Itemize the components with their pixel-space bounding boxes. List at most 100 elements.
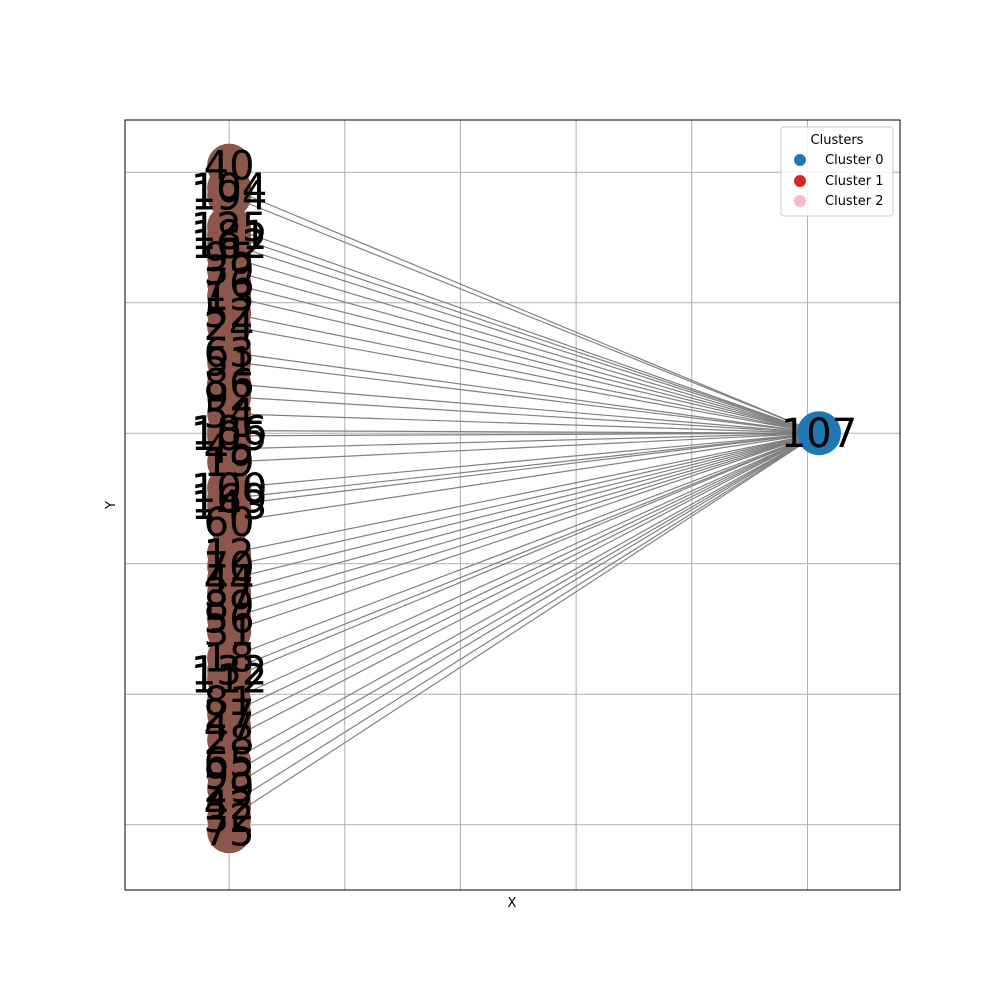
edge-45-107 bbox=[229, 432, 820, 450]
node-label-194: 194 bbox=[191, 174, 267, 220]
legend-label-cluster-2: Cluster 2 bbox=[825, 194, 884, 209]
node-label-95: 95 bbox=[204, 235, 255, 281]
edge-89-107 bbox=[228, 432, 820, 607]
edge-194-107 bbox=[228, 195, 820, 434]
node-label-60: 60 bbox=[204, 500, 255, 546]
node-labels: 4010419412518116295397613522463518692541… bbox=[191, 144, 857, 856]
legend-title: Clusters bbox=[811, 133, 864, 148]
node-label-81: 81 bbox=[204, 679, 255, 725]
node-label-37: 37 bbox=[204, 570, 255, 616]
edge-54-107 bbox=[229, 413, 820, 434]
node-label-112: 112 bbox=[191, 657, 267, 703]
node-label-47: 47 bbox=[204, 705, 255, 751]
node-60 bbox=[207, 499, 252, 544]
node-label-28: 28 bbox=[204, 718, 255, 764]
node-label-24: 24 bbox=[204, 304, 255, 350]
edge-12-107 bbox=[228, 432, 820, 554]
legend: Clusters Cluster 0 Cluster 1 Cluster 2 bbox=[780, 126, 894, 217]
node-label-44: 44 bbox=[204, 557, 255, 603]
node-label-54: 54 bbox=[204, 392, 255, 438]
node-label-19: 19 bbox=[204, 440, 255, 486]
edge-162-107 bbox=[228, 243, 820, 434]
node-label-39: 39 bbox=[204, 248, 255, 294]
edge-51-107 bbox=[229, 360, 820, 434]
node-label-40: 40 bbox=[204, 144, 255, 190]
legend-label-cluster-0: Cluster 0 bbox=[825, 153, 884, 168]
edge-52-107 bbox=[228, 312, 820, 434]
node-label-18: 18 bbox=[204, 636, 255, 682]
edge-186-107 bbox=[229, 430, 820, 434]
edge-104-107 bbox=[228, 187, 820, 434]
legend-box bbox=[780, 126, 894, 217]
node-194 bbox=[207, 173, 252, 218]
node-label-89: 89 bbox=[204, 583, 255, 629]
x-axis-label: X bbox=[508, 896, 517, 911]
node-label-125: 125 bbox=[191, 205, 267, 251]
node-label-29: 29 bbox=[204, 766, 255, 812]
node-label-92: 92 bbox=[204, 375, 255, 421]
edge-70-107 bbox=[228, 432, 820, 567]
node-label-76: 76 bbox=[204, 261, 255, 307]
edge-31-107 bbox=[228, 432, 820, 633]
edge-44-107 bbox=[228, 432, 820, 580]
node-label-181: 181 bbox=[191, 213, 267, 259]
node-label-100: 100 bbox=[191, 466, 267, 512]
edge-56-107 bbox=[228, 432, 820, 620]
edge-28-107 bbox=[228, 432, 820, 741]
node-label-42: 42 bbox=[204, 783, 255, 829]
edge-81-107 bbox=[228, 432, 820, 702]
nodes bbox=[207, 143, 842, 854]
node-label-75: 75 bbox=[204, 809, 255, 855]
edge-100-107 bbox=[229, 432, 820, 489]
node-label-70: 70 bbox=[204, 544, 255, 590]
legend-label-cluster-1: Cluster 1 bbox=[825, 174, 884, 189]
plot-frame bbox=[124, 119, 901, 891]
node-107 bbox=[797, 411, 842, 456]
node-label-56: 56 bbox=[204, 597, 255, 643]
edge-169-107 bbox=[229, 432, 820, 500]
edge-86-107 bbox=[229, 383, 820, 434]
node-label-51: 51 bbox=[204, 339, 255, 385]
node-label-65: 65 bbox=[204, 740, 255, 786]
edge-143-107 bbox=[229, 432, 820, 506]
node-label-104: 104 bbox=[191, 166, 267, 212]
edge-27-107 bbox=[228, 432, 820, 715]
edge-42-107 bbox=[228, 432, 820, 806]
node-label-13: 13 bbox=[204, 274, 255, 320]
edge-47-107 bbox=[228, 432, 820, 728]
edge-39-107 bbox=[228, 269, 820, 434]
edge-132-107 bbox=[228, 432, 820, 672]
edge-37-107 bbox=[228, 432, 820, 594]
edge-29-107 bbox=[228, 432, 820, 789]
edge-18-107 bbox=[228, 432, 820, 659]
edge-60-107 bbox=[229, 432, 820, 523]
legend-marker-cluster-1 bbox=[794, 175, 806, 187]
edge-93-107 bbox=[228, 432, 820, 776]
edge-92-107 bbox=[229, 396, 820, 434]
edge-95-107 bbox=[228, 256, 820, 434]
edge-112-107 bbox=[228, 432, 820, 680]
node-label-27: 27 bbox=[204, 692, 255, 738]
node-label-45: 45 bbox=[204, 427, 255, 473]
edge-19-107 bbox=[229, 432, 820, 463]
node-label-32: 32 bbox=[204, 796, 255, 842]
edge-32-107 bbox=[228, 432, 820, 819]
node-label-186: 186 bbox=[191, 409, 267, 455]
y-axis-label: Y bbox=[104, 501, 119, 510]
edge-24-107 bbox=[228, 325, 820, 434]
legend-marker-cluster-0 bbox=[794, 154, 806, 166]
edge-65-107 bbox=[228, 432, 820, 763]
node-label-105: 105 bbox=[191, 414, 267, 460]
node-label-162: 162 bbox=[191, 222, 267, 268]
node-75 bbox=[207, 809, 252, 854]
node-label-93: 93 bbox=[204, 753, 255, 799]
legend-marker-cluster-2 bbox=[794, 195, 806, 207]
edge-181-107 bbox=[228, 234, 820, 434]
edge-125-107 bbox=[228, 226, 820, 434]
node-label-86: 86 bbox=[204, 362, 255, 408]
node-label-107: 107 bbox=[781, 411, 857, 457]
node-label-12: 12 bbox=[204, 531, 255, 577]
node-label-132: 132 bbox=[191, 649, 267, 695]
edge-76-107 bbox=[228, 282, 820, 434]
